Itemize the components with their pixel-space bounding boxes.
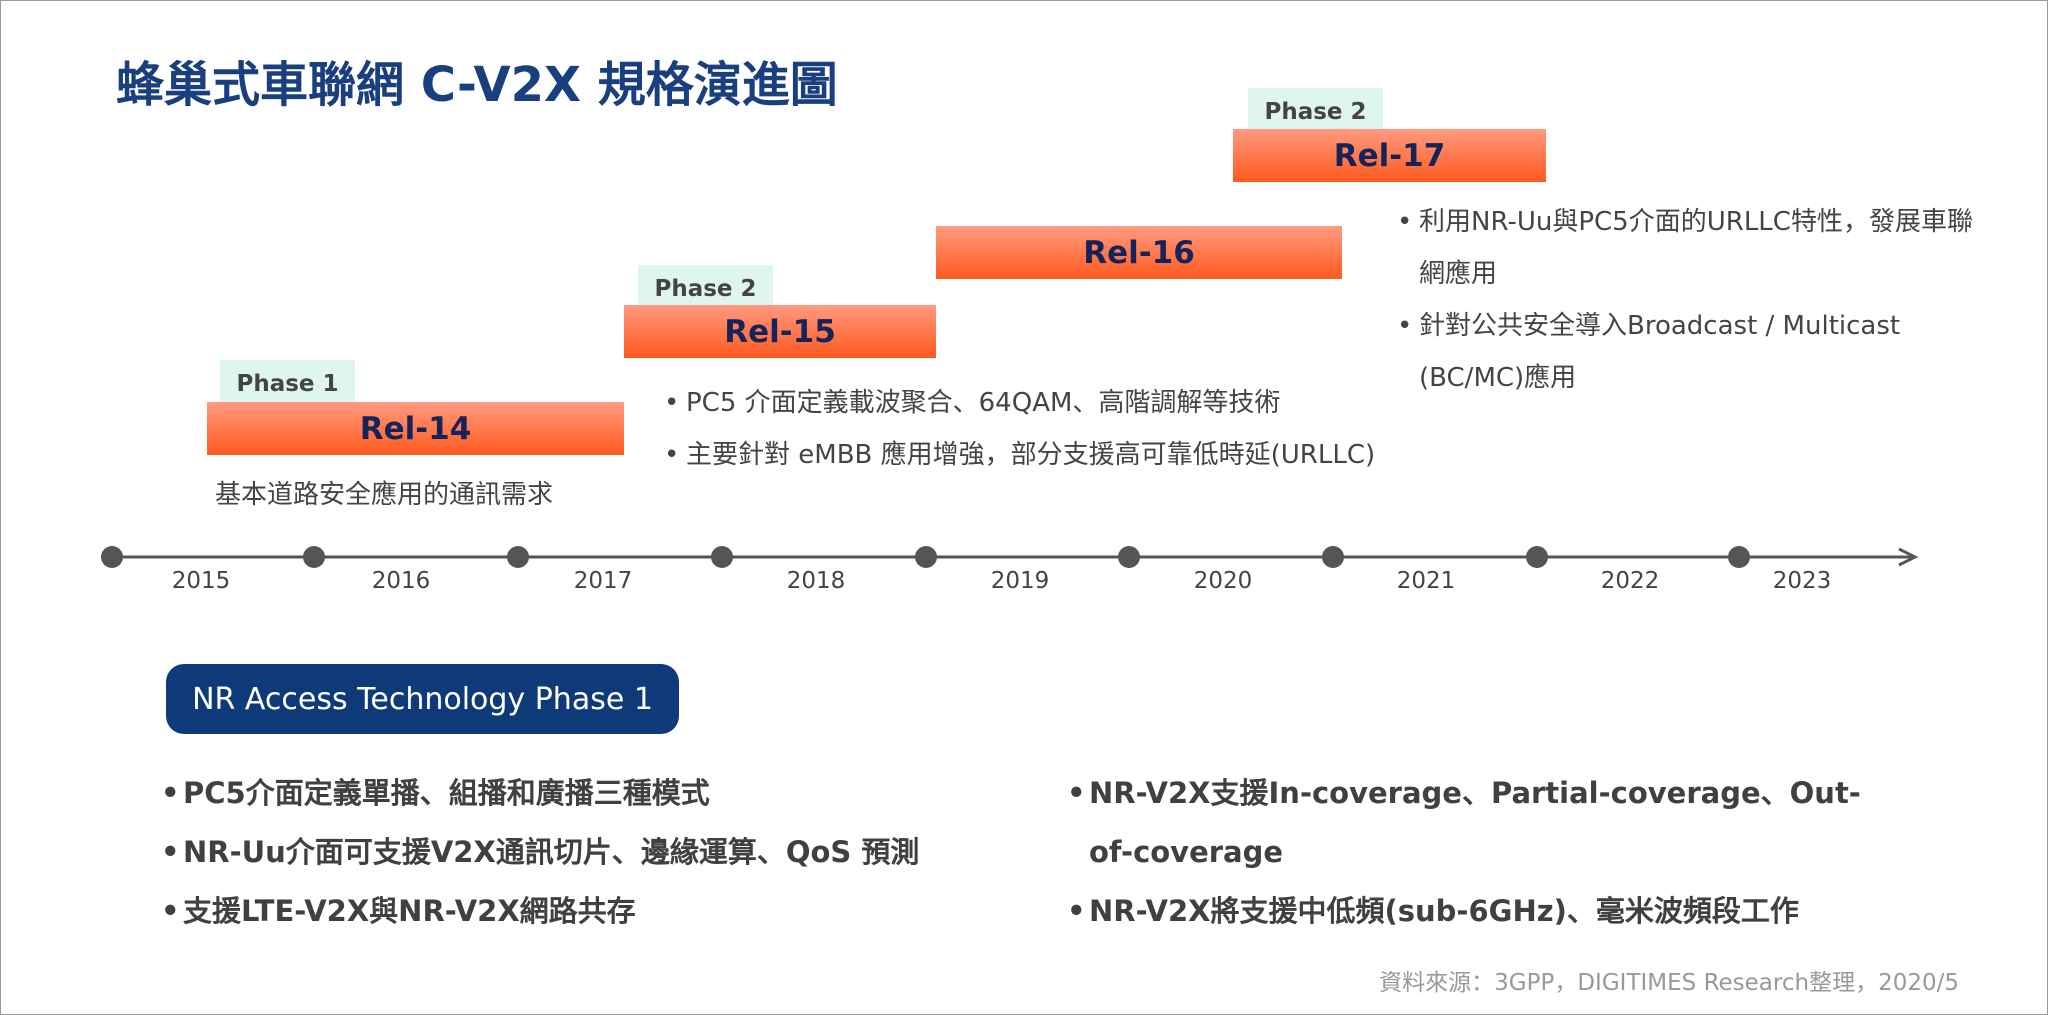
bullet: 支援LTE-V2X與NR-V2X網路共存 [161,882,919,941]
release-notes: PC5 介面定義載波聚合、64QAM、高階調解等技術 主要針對 eMBB 應用增… [664,377,1375,481]
bullet: 針對公共安全導入Broadcast / Multicast (BC/MC)應用 [1397,300,1977,404]
timeline-dot [1526,546,1548,568]
release-bar: Rel-17 [1233,129,1546,182]
bullet: PC5 介面定義載波聚合、64QAM、高階調解等技術 [664,377,1375,429]
bullet: PC5介面定義單播、組播和廣播三種模式 [161,764,919,823]
release-note: 基本道路安全應用的通訊需求 [215,480,554,510]
release-bar: Rel-15 [624,305,936,358]
year-label: 2016 [371,568,431,594]
left-list: PC5介面定義單播、組播和廣播三種模式 NR-Uu介面可支援V2X通訊切片、邊緣… [161,764,919,941]
release-notes: 利用NR-Uu與PC5介面的URLLC特性，發展車聯網應用 針對公共安全導入Br… [1397,196,1977,404]
year-label: 2017 [573,568,633,594]
timeline-dot [101,546,123,568]
timeline-dot [1728,546,1750,568]
timeline-dot [915,546,937,568]
release-bar: Rel-14 [207,402,624,455]
bullet: 利用NR-Uu與PC5介面的URLLC特性，發展車聯網應用 [1397,196,1977,300]
timeline-dot [507,546,529,568]
phase-tag: Phase 2 [638,265,773,312]
year-label: 2018 [786,568,846,594]
year-label: 2023 [1772,568,1832,594]
timeline-dot [1322,546,1344,568]
year-label: 2019 [990,568,1050,594]
phase-tag: Phase 1 [220,360,355,407]
bullet: NR-V2X支援In-coverage、Partial-coverage、Out… [1067,764,1897,882]
year-label: 2021 [1396,568,1456,594]
title: 蜂巢式車聯網 C-V2X 規格演進圖 [116,57,838,113]
section-label: NR Access Technology Phase 1 [166,664,679,734]
arrow-head [1898,547,1919,567]
bullet: 主要針對 eMBB 應用增強，部分支援高可靠低時延(URLLC) [664,429,1375,481]
timeline-dots [101,546,1750,568]
release-bar: Rel-16 [936,226,1342,279]
right-list: NR-V2X支援In-coverage、Partial-coverage、Out… [1067,764,1897,941]
timeline-dot [711,546,733,568]
year-label: 2022 [1600,568,1660,594]
year-label: 2015 [171,568,231,594]
timeline-dot [1118,546,1140,568]
phase-tag: Phase 2 [1248,88,1383,135]
bullet: NR-V2X將支援中低頻(sub-6GHz)、毫米波頻段工作 [1067,882,1897,941]
timeline-dot [303,546,325,568]
source: 資料來源：3GPP，DIGITIMES Research整理，2020/5 [1379,970,1959,996]
bullet: NR-Uu介面可支援V2X通訊切片、邊緣運算、QoS 預測 [161,823,919,882]
year-label: 2020 [1193,568,1253,594]
